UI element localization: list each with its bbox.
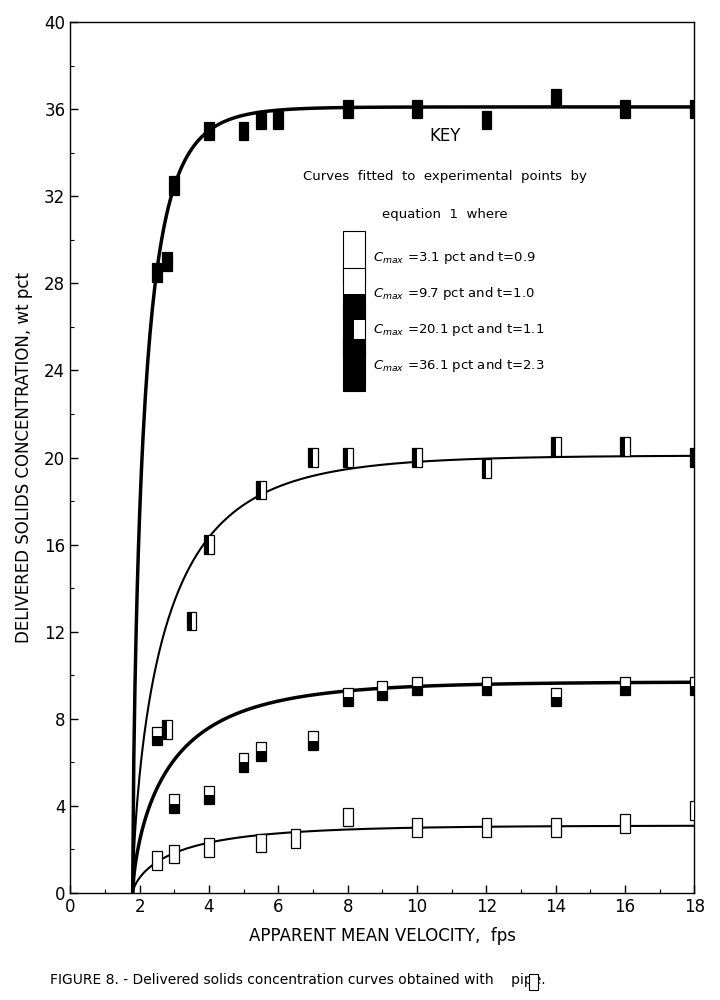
Bar bbox=[620, 100, 630, 118]
Bar bbox=[343, 303, 354, 356]
Bar bbox=[186, 612, 197, 630]
Bar bbox=[412, 818, 422, 837]
Bar bbox=[152, 263, 162, 282]
Bar bbox=[412, 448, 417, 467]
Bar bbox=[620, 677, 630, 695]
Bar bbox=[256, 742, 266, 761]
Bar bbox=[412, 686, 422, 695]
Bar bbox=[343, 697, 353, 706]
Bar bbox=[256, 481, 266, 499]
Bar bbox=[204, 535, 214, 554]
Bar bbox=[239, 753, 248, 772]
Bar bbox=[308, 731, 318, 750]
Bar bbox=[690, 677, 699, 695]
Bar bbox=[343, 448, 348, 467]
Bar bbox=[690, 448, 699, 467]
Bar bbox=[482, 677, 491, 695]
Text: $C_{max}$ =36.1 pct and t=2.3: $C_{max}$ =36.1 pct and t=2.3 bbox=[373, 357, 544, 374]
Bar bbox=[690, 448, 694, 467]
Bar bbox=[690, 686, 699, 695]
Bar bbox=[551, 437, 556, 456]
Bar bbox=[343, 339, 366, 391]
Bar bbox=[186, 612, 192, 630]
Bar bbox=[343, 294, 366, 320]
Bar bbox=[152, 851, 162, 870]
Bar bbox=[482, 111, 491, 129]
Bar bbox=[412, 448, 422, 467]
Bar bbox=[620, 437, 630, 456]
Bar bbox=[169, 794, 179, 813]
Text: Curves  fitted  to  experimental  points  by: Curves fitted to experimental points by bbox=[303, 170, 587, 183]
Bar bbox=[169, 804, 179, 813]
Bar bbox=[343, 448, 353, 467]
Bar bbox=[256, 111, 266, 129]
Bar bbox=[239, 122, 248, 140]
Text: KEY: KEY bbox=[429, 127, 460, 145]
Bar bbox=[163, 720, 167, 739]
Bar bbox=[690, 100, 699, 118]
Bar bbox=[308, 448, 313, 467]
Bar bbox=[256, 751, 266, 761]
Bar bbox=[204, 122, 214, 140]
Bar bbox=[620, 686, 630, 695]
Text: equation  1  where: equation 1 where bbox=[382, 208, 508, 221]
Y-axis label: DELIVERED SOLIDS CONCENTRATION, wt pct: DELIVERED SOLIDS CONCENTRATION, wt pct bbox=[15, 272, 33, 643]
X-axis label: APPARENT MEAN VELOCITY,  fps: APPARENT MEAN VELOCITY, fps bbox=[249, 927, 516, 945]
Bar bbox=[551, 437, 561, 456]
Bar bbox=[163, 720, 172, 739]
Bar bbox=[551, 89, 561, 107]
Bar bbox=[412, 100, 422, 118]
Text: $C_{max}$ =9.7 pct and t=1.0: $C_{max}$ =9.7 pct and t=1.0 bbox=[373, 285, 535, 302]
Bar bbox=[343, 268, 366, 320]
Bar bbox=[343, 688, 353, 706]
Bar bbox=[163, 252, 172, 271]
Bar bbox=[343, 303, 366, 356]
Bar bbox=[308, 741, 318, 750]
Text: $C_{max}$ =3.1 pct and t=0.9: $C_{max}$ =3.1 pct and t=0.9 bbox=[373, 249, 536, 266]
Text: FIGURE 8. - Delivered solids concentration curves obtained with    pipe.: FIGURE 8. - Delivered solids concentrati… bbox=[50, 973, 546, 987]
Bar bbox=[343, 231, 366, 283]
Bar bbox=[551, 697, 561, 706]
Bar bbox=[377, 691, 387, 700]
Bar bbox=[482, 818, 491, 837]
Bar bbox=[204, 535, 209, 554]
Bar bbox=[152, 736, 162, 745]
Bar bbox=[482, 686, 491, 695]
Bar bbox=[343, 100, 353, 118]
Bar bbox=[256, 834, 266, 852]
Bar bbox=[343, 808, 353, 826]
Bar bbox=[169, 176, 179, 195]
Bar bbox=[204, 838, 214, 857]
Bar bbox=[620, 437, 625, 456]
Bar bbox=[551, 688, 561, 706]
Bar bbox=[377, 681, 387, 700]
Bar bbox=[204, 795, 214, 804]
Bar bbox=[274, 111, 283, 129]
Bar bbox=[482, 459, 487, 478]
Bar bbox=[412, 677, 422, 695]
Bar bbox=[690, 801, 699, 820]
Text: $C_{max}$ =20.1 pct and t=1.1: $C_{max}$ =20.1 pct and t=1.1 bbox=[373, 321, 544, 338]
Bar bbox=[239, 762, 248, 772]
Bar bbox=[308, 448, 318, 467]
Bar bbox=[152, 727, 162, 745]
Bar bbox=[256, 481, 261, 499]
Bar bbox=[204, 786, 214, 804]
Bar bbox=[169, 845, 179, 863]
Bar bbox=[482, 459, 491, 478]
Bar bbox=[551, 818, 561, 837]
Bar bbox=[291, 829, 300, 848]
Bar bbox=[620, 814, 630, 833]
